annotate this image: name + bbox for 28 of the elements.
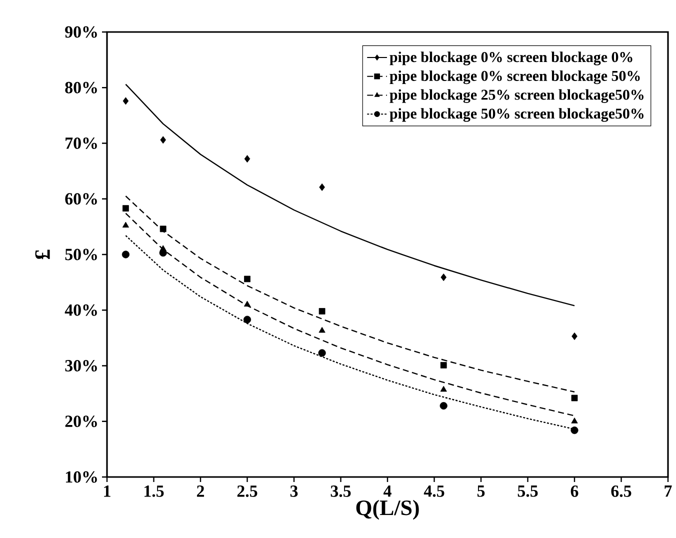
x-axis-title: Q(L/S)	[356, 500, 419, 520]
y-tick-label: 40%	[64, 304, 97, 316]
x-tick-label: 4.5	[424, 486, 444, 497]
y-tick-label: 50%	[65, 248, 97, 260]
x-tick-label: 2.5	[237, 486, 258, 497]
y-tick-label: 70%	[66, 138, 97, 149]
y-axis-title: £	[35, 250, 50, 260]
x-tick-label: 1	[104, 486, 110, 497]
x-tick-label: 6.5	[611, 486, 632, 497]
x-tick-label: 4	[384, 486, 392, 497]
x-tick-label: 2	[196, 486, 204, 497]
x-tick-label: 5	[477, 486, 485, 497]
y-tick-label: 80%	[65, 82, 97, 94]
legend-label: pipe blockage 50% screen blockage50%	[390, 108, 644, 122]
x-tick-label: 6	[570, 486, 578, 497]
x-tick-label: 3	[290, 486, 298, 497]
x-tick-label: 1.5	[144, 486, 164, 497]
y-tick-label: 30%	[65, 360, 97, 372]
y-tick-label: 90%	[65, 26, 97, 38]
x-tick-label: 5.5	[518, 486, 538, 497]
legend-label: pipe blockage 0% screen blockage 50%	[390, 70, 640, 84]
y-tick-label: 20%	[65, 416, 97, 428]
legend-label: pipe blockage 0% screen blockage 0%	[390, 52, 632, 66]
y-tick-label: 60%	[65, 193, 97, 205]
x-tick-label: 3.5	[330, 486, 351, 497]
x-tick-label: 7	[664, 486, 672, 497]
y-tick-label: 10%	[66, 471, 97, 483]
legend-label: pipe blockage 25% screen blockage50%	[390, 89, 644, 103]
